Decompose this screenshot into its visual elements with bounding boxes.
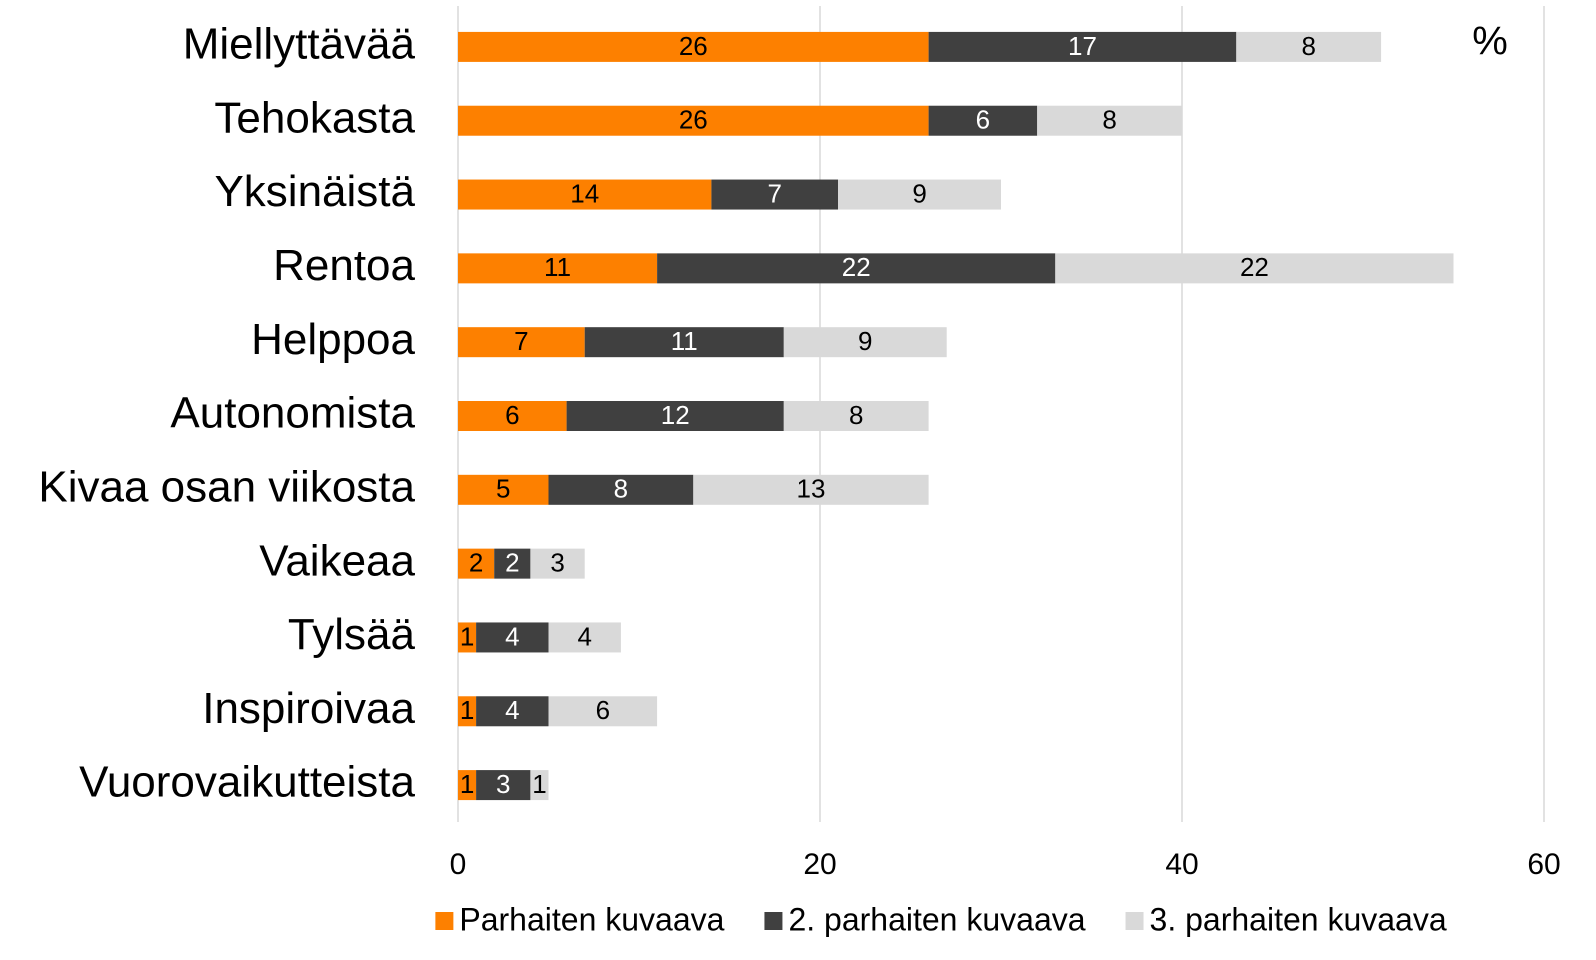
data-label: 8 — [614, 474, 628, 504]
data-label: 14 — [570, 178, 599, 208]
unit-annotation: % — [1472, 20, 1508, 64]
x-tick-label: 40 — [1165, 848, 1198, 881]
bar-segment — [566, 401, 784, 431]
legend-label: Parhaiten kuvaava — [459, 901, 724, 937]
data-label: 1 — [532, 769, 546, 799]
bar-segment — [530, 770, 549, 801]
bar-segment — [476, 770, 531, 801]
data-label: 11 — [544, 252, 571, 282]
bar-segment — [458, 548, 495, 579]
x-tick-label: 20 — [803, 848, 836, 881]
category-label: Autonomista — [170, 389, 415, 438]
data-label: 8 — [849, 400, 863, 430]
bar-segment — [838, 179, 1001, 210]
data-label: 6 — [596, 695, 610, 725]
bar-segment — [458, 770, 477, 801]
bar-segment — [584, 327, 784, 358]
bar-segment — [494, 548, 531, 579]
bar-segment — [783, 401, 929, 431]
data-label: 7 — [514, 326, 528, 356]
data-label: 11 — [671, 326, 698, 356]
legend-label: 3. parhaiten kuvaava — [1150, 901, 1447, 937]
bar-segment — [548, 696, 658, 727]
category-label: Inspiroivaa — [202, 684, 415, 733]
category-label: Helppoa — [251, 315, 415, 364]
data-label: 2 — [505, 548, 519, 578]
data-label: 13 — [796, 474, 825, 504]
bar-segment — [783, 327, 947, 358]
bar-segment — [458, 253, 658, 284]
bar-segment — [548, 474, 694, 505]
bar-segment — [458, 401, 567, 431]
legend-swatch — [1125, 912, 1144, 930]
bar-segment — [476, 622, 549, 653]
x-tick-label: 0 — [450, 848, 467, 881]
data-label: 6 — [505, 400, 519, 430]
bar-segment — [1055, 253, 1454, 284]
category-label: Vuorovaikutteista — [79, 758, 415, 807]
data-label: 1 — [460, 769, 474, 799]
bar-segment — [711, 179, 839, 210]
data-label: 8 — [1102, 105, 1116, 135]
data-label: 9 — [912, 178, 926, 208]
bar-segment — [928, 105, 1038, 136]
data-label: 8 — [1301, 31, 1315, 61]
bar-segment — [657, 253, 1056, 284]
data-label: 3 — [550, 548, 564, 578]
data-label: 17 — [1068, 31, 1097, 61]
data-label: 9 — [858, 326, 872, 356]
bar-segment — [530, 548, 585, 579]
legend-swatch — [764, 912, 783, 930]
data-label: 4 — [577, 621, 591, 651]
data-label: 5 — [496, 474, 510, 504]
data-label: 22 — [842, 252, 871, 282]
category-label: Rentoa — [273, 241, 415, 290]
category-label: Tehokasta — [214, 93, 415, 142]
bar-segment — [693, 474, 929, 505]
bar-segment — [476, 696, 549, 727]
data-label: 3 — [496, 769, 510, 799]
bar-segment — [458, 31, 929, 62]
bar-segment — [458, 105, 929, 136]
category-label: Yksinäistä — [214, 167, 415, 216]
bar-segment — [458, 696, 477, 727]
data-label: 4 — [505, 695, 519, 725]
bar-segment — [548, 622, 621, 653]
data-label: 26 — [679, 105, 708, 135]
data-label: 26 — [679, 31, 708, 61]
bar-segment — [458, 327, 585, 358]
bar-segment — [458, 179, 712, 210]
legend-label: 2. parhaiten kuvaava — [788, 901, 1085, 937]
data-label: 7 — [768, 178, 782, 208]
data-label: 1 — [460, 621, 474, 651]
bar-segment — [1037, 105, 1182, 136]
category-label: Kivaa osan viikosta — [38, 462, 415, 511]
bar-segment — [1236, 31, 1382, 62]
category-label: Miellyttävää — [183, 20, 416, 69]
bar-segment — [458, 474, 549, 505]
data-label: 22 — [1240, 252, 1269, 282]
category-label: Tylsää — [288, 610, 416, 659]
data-label: 1 — [460, 695, 474, 725]
category-label: Vaikeaa — [259, 536, 415, 585]
data-label: 12 — [661, 400, 690, 430]
data-label: 6 — [976, 105, 990, 135]
bar-segment — [928, 31, 1237, 62]
x-tick-label: 60 — [1527, 848, 1560, 881]
legend-swatch — [435, 912, 454, 930]
data-label: 4 — [505, 621, 519, 651]
bar-segment — [458, 622, 477, 653]
data-label: 2 — [469, 548, 483, 578]
